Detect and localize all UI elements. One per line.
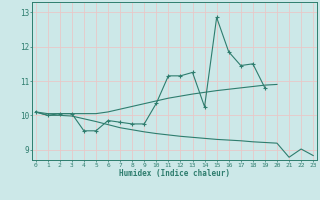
X-axis label: Humidex (Indice chaleur): Humidex (Indice chaleur)	[119, 169, 230, 178]
